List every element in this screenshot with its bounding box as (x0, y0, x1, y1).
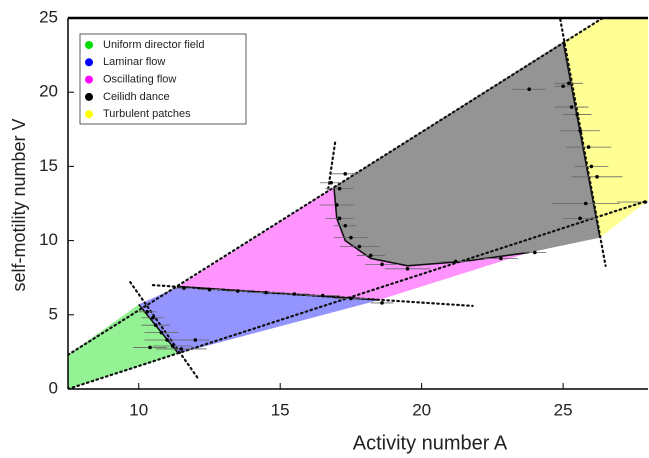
data-point (207, 287, 212, 292)
data-point (343, 172, 348, 176)
data-point (578, 128, 582, 133)
data-point (165, 338, 169, 342)
legend-marker (85, 75, 93, 84)
data-point (349, 235, 353, 240)
legend-label: Turbulent patches (103, 108, 191, 120)
data-point (368, 253, 373, 258)
data-point (153, 323, 158, 327)
data-point (329, 180, 333, 185)
y-tick-label: 5 (49, 304, 58, 323)
data-point (357, 244, 362, 249)
y-tick-label: 15 (39, 156, 58, 175)
data-point (527, 87, 531, 92)
data-point (566, 81, 571, 86)
data-point (320, 293, 325, 298)
region (138, 286, 380, 354)
data-point (343, 223, 348, 228)
region (563, 18, 648, 238)
data-point (179, 347, 183, 351)
data-point (575, 112, 580, 117)
legend-label: Oscillating flow (103, 74, 176, 86)
fit-curve (178, 285, 380, 301)
legend-marker (85, 58, 93, 67)
region (333, 41, 600, 266)
x-axis-label: Activity number A (353, 432, 508, 454)
data-point (292, 292, 297, 296)
legend-marker (85, 110, 93, 119)
data-point (145, 310, 150, 314)
plot-area (68, 18, 648, 389)
legend-label: Ceilidh dance (103, 91, 170, 103)
y-tick-label: 25 (39, 7, 58, 26)
boundary-line (129, 281, 200, 380)
data-point (159, 330, 164, 335)
data-point (148, 345, 152, 350)
region (178, 187, 530, 300)
data-point (578, 216, 582, 221)
data-point (586, 145, 591, 149)
y-tick-label: 20 (39, 82, 58, 101)
x-tick-label: 20 (412, 400, 431, 419)
x-tick-label: 15 (271, 400, 290, 419)
legend-marker (85, 92, 93, 101)
data-point (337, 186, 342, 191)
boundary-line (68, 199, 648, 389)
data-point (453, 259, 458, 264)
boundary-line (559, 18, 607, 267)
data-point (583, 201, 588, 206)
data-point (643, 200, 647, 204)
data-point (151, 315, 155, 320)
boundary-line (326, 141, 337, 192)
data-point (182, 286, 186, 290)
y-axis-label: self-motility number V (9, 118, 29, 291)
data-point (499, 256, 503, 261)
data-point (337, 216, 342, 221)
fit-curve (562, 41, 601, 238)
y-tick-label: 0 (49, 378, 58, 397)
x-tick-label: 10 (129, 400, 148, 419)
data-point (533, 250, 537, 255)
data-point (264, 290, 268, 295)
data-point (235, 289, 240, 293)
data-point (380, 301, 384, 305)
data-point (561, 84, 565, 89)
legend-marker (85, 41, 93, 49)
data-point (595, 174, 599, 179)
boundary-line (68, 18, 604, 356)
data-point (170, 344, 175, 348)
data-point (334, 203, 339, 207)
data-point (569, 105, 574, 109)
legend-box (79, 33, 247, 125)
data-point (349, 296, 353, 301)
data-point (380, 262, 384, 267)
data-point (589, 164, 594, 169)
legend-label: Laminar flow (103, 56, 165, 68)
legend-label: Uniform director field (103, 39, 204, 51)
data-point (193, 338, 198, 342)
x-tick-label: 25 (554, 400, 573, 419)
data-point (405, 266, 410, 271)
y-tick-label: 10 (39, 230, 58, 249)
